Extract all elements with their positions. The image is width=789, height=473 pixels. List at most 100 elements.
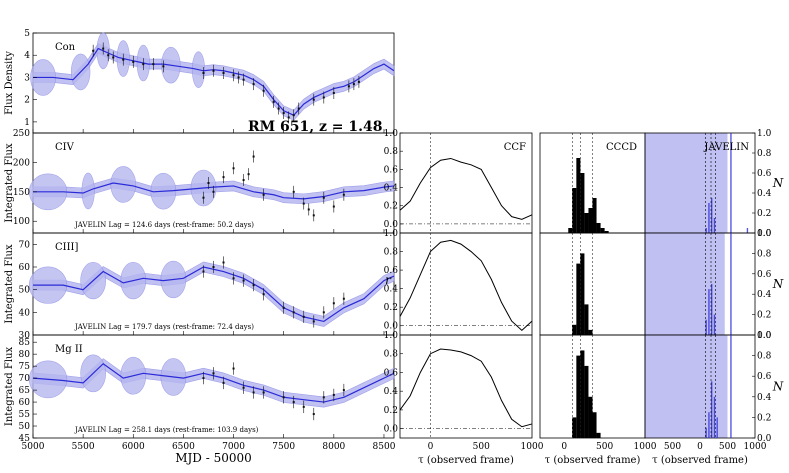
histogram-bar	[596, 223, 601, 233]
data-point	[262, 391, 265, 394]
y-tick-label: 0.2	[384, 406, 398, 416]
lag-annotation: JAVELIN Lag = 258.1 days (rest-frame: 10…	[74, 426, 259, 434]
data-point	[342, 389, 345, 392]
y-tick-label: 0.0	[384, 220, 399, 230]
data-point	[332, 302, 335, 305]
ccf-curve	[399, 157, 533, 220]
y-tick-label: 0.4	[757, 290, 772, 300]
y-axis-label: Flux Density	[4, 51, 15, 115]
panel-label: CCCD	[606, 142, 637, 153]
javelin-column: 0.0 0.2 0.4 0.6 0.8 1.0 N JAVELIN 0.0 0.2 0.4 0.6 0.…	[634, 129, 784, 466]
histogram-bar	[711, 381, 713, 438]
javelin-frame	[644, 334, 756, 439]
data-point	[242, 179, 245, 182]
data-point	[297, 107, 300, 110]
data-point	[222, 176, 225, 179]
y-tick-label: 60	[19, 398, 31, 408]
y-axis-label: N	[772, 176, 784, 190]
y-tick-label: 0.0	[757, 229, 772, 239]
ccf-column: CCF0.00.20.40.60.81.00.00.20.40.60.81.0r…	[384, 129, 544, 466]
lag-annotation: JAVELIN Lag = 179.7 days (rest-frame: 72…	[74, 323, 254, 331]
data-point	[272, 100, 275, 103]
x-axis-label: τ (observed frame)	[652, 455, 748, 466]
y-tick-label: 1	[24, 118, 30, 128]
y-tick-label: 50	[19, 286, 31, 296]
lag-window-shade	[645, 233, 725, 335]
data-point	[252, 391, 255, 394]
y-tick-label: 65	[19, 386, 31, 396]
y-tick-label: 150	[13, 188, 30, 198]
histogram-bar	[584, 213, 589, 233]
data-point	[252, 284, 255, 287]
y-tick-label: 70	[19, 240, 31, 250]
histogram-bar	[746, 228, 749, 233]
y-tick-label: 80	[19, 350, 31, 360]
y-tick-label: 70	[19, 374, 31, 384]
data-point	[332, 393, 335, 396]
data-point	[312, 413, 315, 416]
histogram-bar	[708, 203, 710, 233]
y-tick-label: 0.6	[757, 270, 772, 280]
y-tick-label: 3	[24, 73, 30, 83]
y-tick-label: 0.6	[384, 165, 399, 175]
panel-label: CIII]	[55, 242, 79, 253]
histogram-bar	[580, 253, 585, 335]
y-tick-label: 2	[24, 96, 30, 106]
data-point	[357, 80, 360, 83]
histogram-bar	[705, 319, 707, 335]
data-point	[132, 60, 135, 63]
data-point	[232, 74, 235, 77]
x-tick-label: 0	[428, 442, 434, 452]
data-point	[202, 72, 205, 74]
data-point	[332, 92, 335, 94]
data-point	[142, 63, 145, 66]
histogram-bar	[730, 233, 732, 335]
data-point	[292, 311, 295, 314]
data-point	[322, 311, 325, 314]
histogram-bar	[580, 173, 585, 233]
data-point	[242, 386, 245, 389]
histogram-bar	[708, 289, 710, 335]
ccf-frame	[399, 334, 533, 439]
data-point	[342, 193, 345, 196]
data-point	[92, 49, 95, 52]
histogram-bar	[572, 188, 577, 233]
y-tick-label: 0.8	[384, 147, 399, 157]
data-point	[262, 293, 265, 296]
y-tick-label: 0.8	[384, 248, 399, 258]
data-point	[252, 155, 255, 158]
y-tick-label: 50	[19, 422, 31, 432]
histogram-bar	[716, 417, 718, 438]
y-tick-label: 85	[19, 338, 31, 348]
histogram-bar	[584, 304, 589, 335]
y-tick-label: 0.6	[384, 266, 399, 276]
y-tick-label: 1.0	[384, 331, 399, 341]
y-tick-label: 100	[13, 217, 30, 227]
data-point	[212, 190, 215, 193]
histogram-bar	[713, 396, 716, 438]
x-tick-label: 0	[697, 442, 703, 452]
y-tick-label: 0.4	[384, 387, 399, 397]
data-point	[292, 190, 295, 193]
data-point	[202, 270, 205, 273]
panel-mgii: 45 50 55 60 65 70 75 80 85 5000 5500 6000 6500 7000 75…	[4, 334, 396, 465]
y-tick-label: 1.0	[757, 229, 772, 239]
y-tick-label: 0.0	[757, 434, 772, 444]
data-point	[282, 112, 285, 114]
lag-window-shade	[645, 133, 728, 233]
y-tick-label: 0.2	[757, 413, 771, 423]
y-axis-label: N	[772, 277, 784, 291]
y-tick-label: 1.0	[384, 229, 399, 239]
data-point	[162, 65, 165, 68]
data-point	[292, 114, 295, 117]
x-tick-label: 5500	[72, 442, 95, 452]
y-axis-label: Integrated Flux	[4, 244, 15, 324]
histogram-bar	[730, 133, 732, 233]
data-point	[322, 196, 325, 199]
data-point	[307, 208, 310, 211]
x-tick-label: 8000	[322, 442, 345, 452]
y-tick-label: 40	[19, 308, 31, 318]
y-tick-label: 0.4	[757, 393, 772, 403]
x-tick-label: 5000	[22, 442, 45, 452]
data-point	[212, 372, 215, 375]
